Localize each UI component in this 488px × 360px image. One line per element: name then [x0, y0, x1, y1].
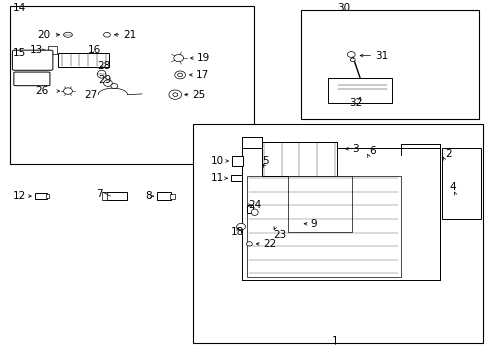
Text: 28: 28 [97, 61, 110, 71]
Ellipse shape [97, 70, 106, 78]
Ellipse shape [63, 32, 72, 37]
Text: 17: 17 [196, 70, 209, 80]
Text: 25: 25 [192, 90, 205, 100]
Text: 5: 5 [262, 156, 268, 166]
Bar [157, 192, 171, 200]
Text: 30: 30 [336, 3, 349, 13]
Text: 29: 29 [98, 75, 111, 85]
Bar [193, 125, 483, 343]
Bar [261, 142, 336, 176]
Text: 13: 13 [30, 45, 43, 55]
Text: 8: 8 [145, 191, 152, 201]
Text: 10: 10 [210, 156, 223, 166]
Ellipse shape [168, 90, 181, 99]
Bar [328, 78, 391, 103]
Bar [102, 192, 106, 200]
Text: 3: 3 [351, 144, 358, 154]
Bar [58, 53, 109, 67]
Text: 2: 2 [445, 149, 451, 159]
Text: 23: 23 [272, 230, 285, 239]
Text: 16: 16 [87, 45, 101, 55]
Bar [230, 175, 241, 181]
Ellipse shape [103, 80, 112, 86]
Text: 11: 11 [210, 173, 223, 183]
Text: 27: 27 [84, 90, 98, 100]
Text: 7: 7 [96, 189, 102, 199]
Text: 1: 1 [331, 336, 337, 346]
Ellipse shape [236, 224, 245, 230]
Ellipse shape [251, 209, 258, 216]
Ellipse shape [349, 58, 354, 62]
Text: 4: 4 [448, 182, 455, 192]
Ellipse shape [111, 84, 118, 89]
Text: 9: 9 [310, 219, 317, 229]
Bar [45, 194, 49, 198]
Ellipse shape [173, 54, 183, 62]
Text: 12: 12 [13, 191, 26, 201]
Ellipse shape [63, 88, 72, 94]
Text: 26: 26 [35, 86, 48, 96]
Text: 22: 22 [263, 239, 276, 249]
Ellipse shape [172, 93, 177, 96]
Bar [10, 6, 254, 164]
Ellipse shape [246, 242, 252, 246]
Text: 14: 14 [13, 3, 26, 13]
Ellipse shape [174, 71, 185, 79]
Ellipse shape [346, 51, 354, 57]
Bar [246, 176, 400, 277]
Text: 6: 6 [368, 146, 375, 156]
Ellipse shape [177, 73, 182, 77]
Bar [35, 193, 47, 199]
Bar [103, 192, 127, 200]
Text: 19: 19 [197, 53, 210, 63]
Bar [169, 194, 174, 199]
Bar [48, 46, 57, 54]
Bar [288, 176, 351, 232]
Text: 18: 18 [230, 227, 244, 237]
FancyBboxPatch shape [14, 72, 50, 86]
Bar [231, 156, 242, 166]
Text: 15: 15 [13, 48, 26, 58]
Ellipse shape [103, 32, 110, 37]
Bar [246, 206, 252, 213]
Text: 20: 20 [37, 30, 50, 40]
FancyBboxPatch shape [12, 50, 53, 70]
Text: 32: 32 [348, 98, 361, 108]
Text: 21: 21 [123, 30, 137, 40]
Text: 31: 31 [374, 50, 387, 60]
Bar [300, 10, 478, 119]
Text: 24: 24 [248, 200, 261, 210]
Bar [441, 148, 480, 220]
